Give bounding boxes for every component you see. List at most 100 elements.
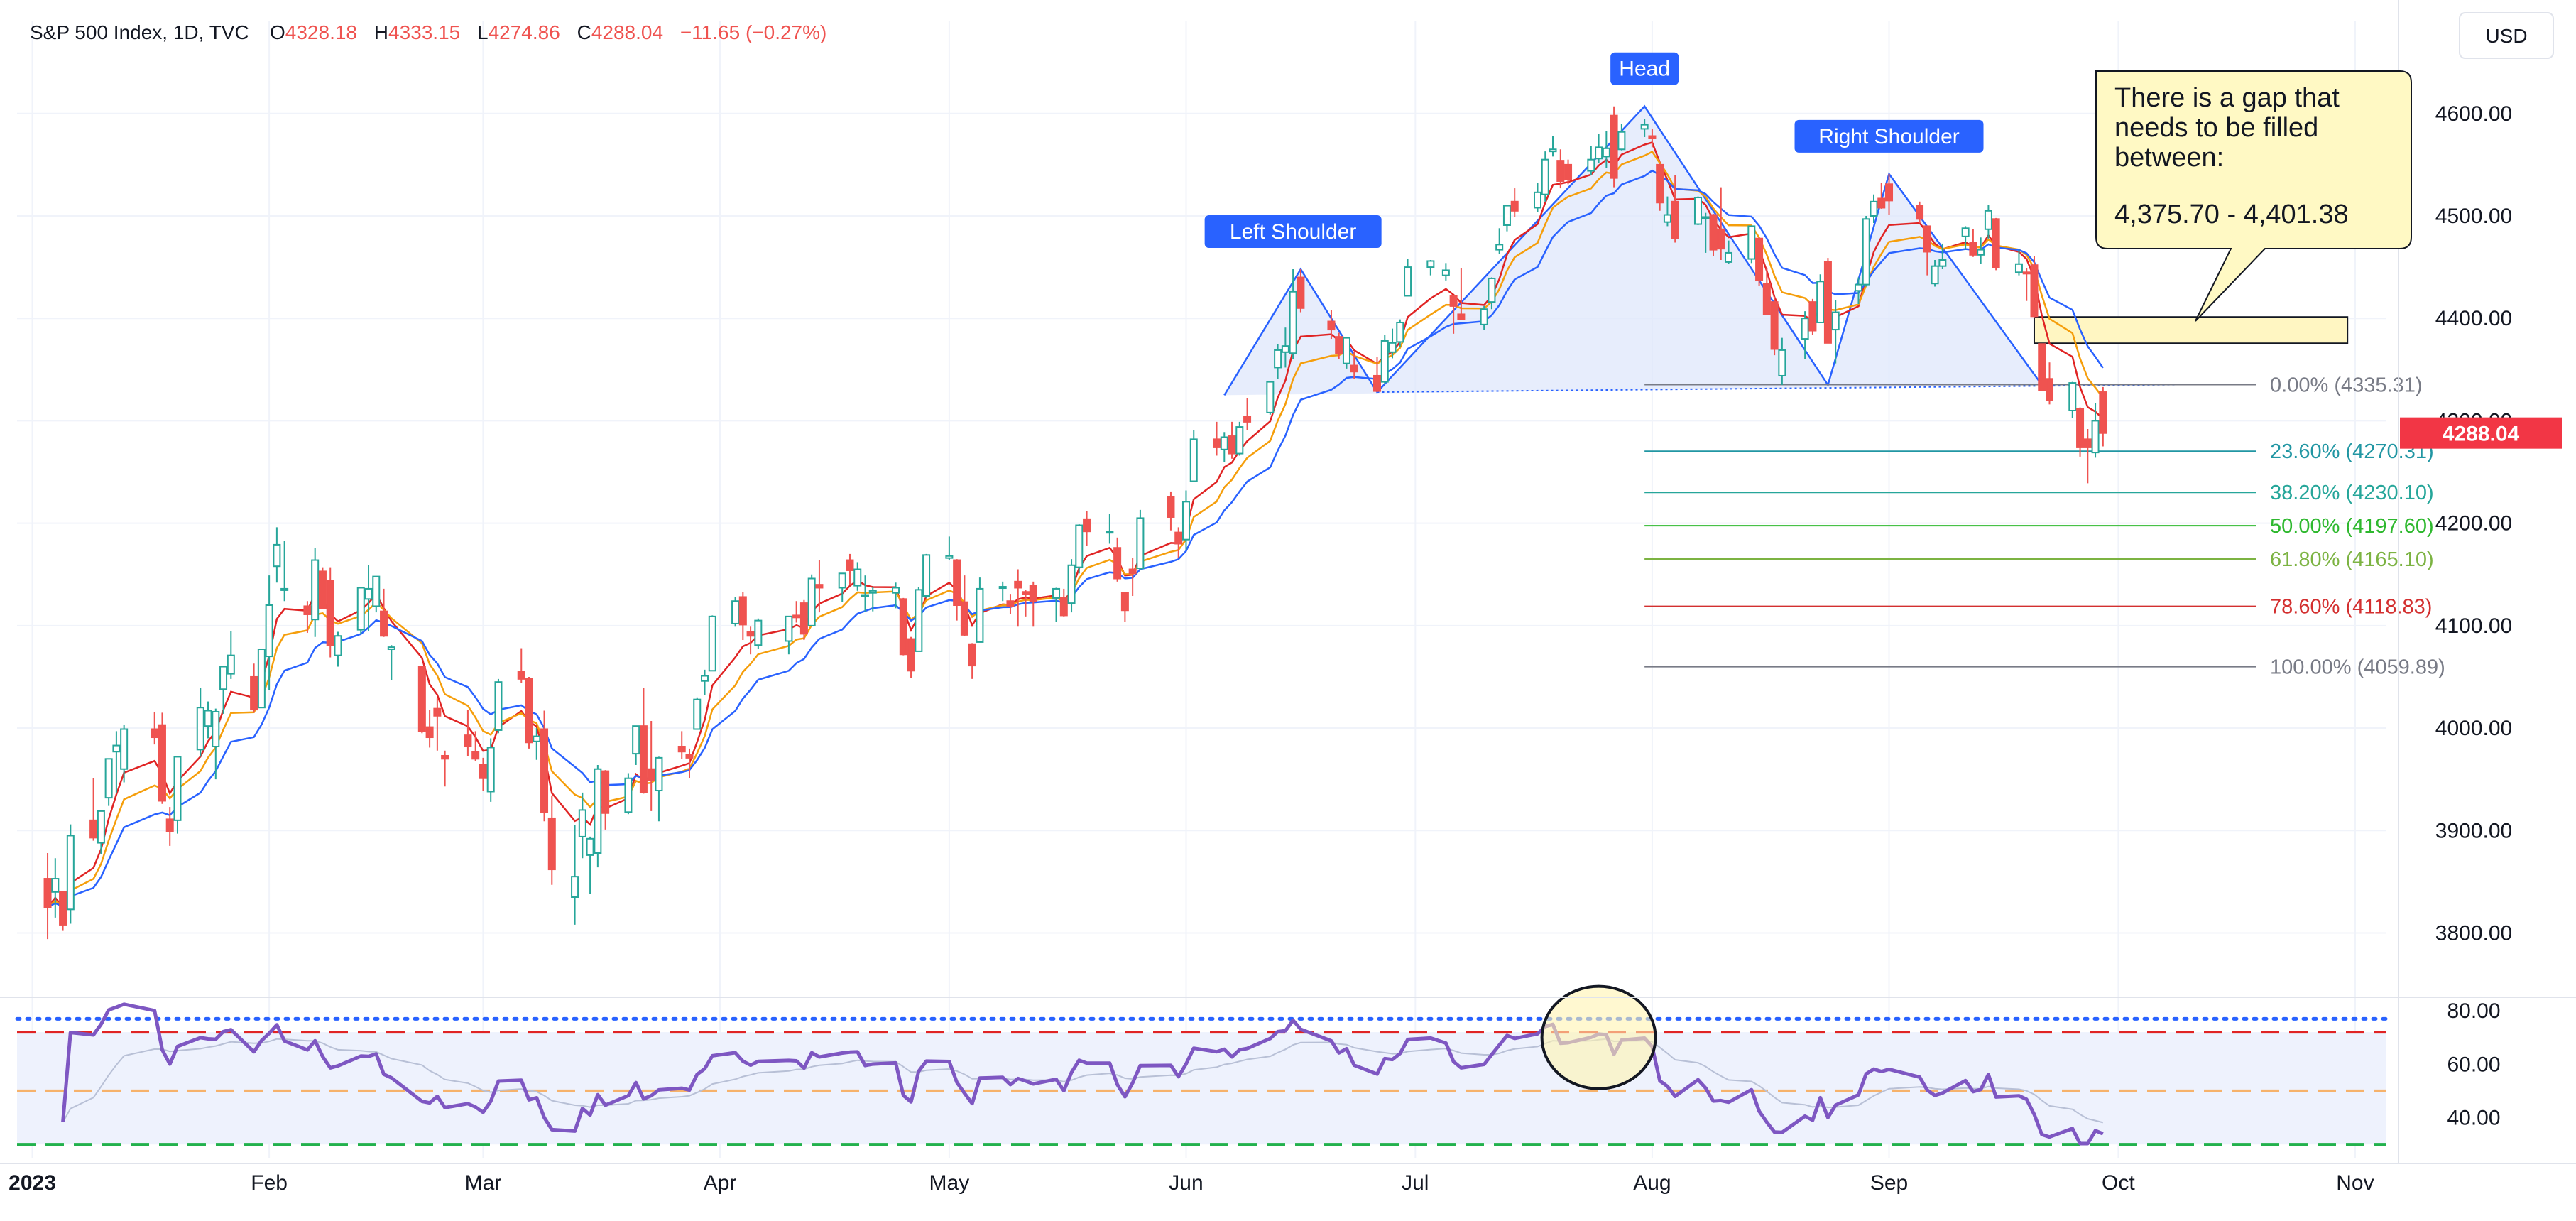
candle-body (59, 891, 67, 926)
candle (59, 891, 67, 931)
rsi-tick-label: 80.00 (2447, 999, 2500, 1023)
candle-body (1992, 218, 2000, 268)
candle-body (1181, 501, 1190, 541)
last-price-tag (2400, 417, 2562, 449)
candle-body (1128, 568, 1137, 575)
candle (632, 725, 640, 765)
candle (586, 836, 594, 894)
candle-body (1610, 114, 1618, 179)
candle-body (953, 559, 961, 606)
candle (1961, 226, 1970, 250)
candle-body (1350, 364, 1358, 373)
candle (738, 592, 747, 641)
x-tick-label: Oct (2102, 1171, 2135, 1195)
candle (1014, 569, 1022, 627)
candle (1426, 260, 1435, 276)
candle (1335, 332, 1343, 359)
candle (1885, 173, 1894, 215)
candle-body (2099, 391, 2107, 434)
candle (1480, 305, 1488, 330)
candle-body (1174, 531, 1183, 545)
candle (693, 697, 702, 730)
candle-body (1854, 283, 1862, 292)
candle-body (494, 681, 503, 731)
candle-body (1549, 148, 1557, 153)
candle-body (1862, 218, 1870, 286)
candle (708, 615, 716, 672)
fib-level-label: 38.20% (4230.10) (2270, 482, 2434, 504)
candle (364, 565, 373, 631)
candle (1297, 268, 1305, 313)
candle (1671, 175, 1679, 243)
candle (1213, 421, 1221, 456)
candle-body (112, 744, 121, 753)
candle (173, 755, 182, 834)
candle-body (998, 586, 1007, 590)
candle-body (738, 596, 747, 626)
x-tick-label: Jun (1169, 1171, 1203, 1195)
candle-body (1808, 301, 1817, 332)
candle (1029, 581, 1037, 627)
candle-body (1617, 131, 1626, 151)
high-label: H (374, 21, 388, 43)
candle (425, 710, 434, 748)
candle-body (533, 735, 541, 742)
price-tick-label: 4000.00 (2435, 717, 2512, 740)
candle-body (1052, 587, 1061, 599)
x-tick-label: May (929, 1171, 970, 1195)
currency-label: USD (2485, 25, 2527, 47)
candle (846, 553, 854, 585)
price-tick-label: 4100.00 (2435, 614, 2512, 638)
candle (66, 824, 75, 924)
candle (1762, 268, 1771, 315)
candle (1701, 212, 1710, 253)
candle-body (1961, 227, 1970, 237)
candle-body (1136, 517, 1145, 570)
candle-body (212, 710, 220, 748)
candle (639, 688, 648, 794)
candle-body (899, 598, 907, 656)
x-tick-label: Mar (465, 1171, 502, 1195)
candle-body (1388, 342, 1397, 353)
candle (433, 698, 442, 751)
candle-body (1747, 225, 1756, 260)
candle (1808, 298, 1817, 335)
candle-body (1510, 200, 1519, 212)
candle (731, 597, 740, 627)
candle (1870, 194, 1878, 224)
candle (479, 757, 487, 791)
candle-body (594, 768, 602, 854)
candle (356, 587, 365, 634)
candle-body (280, 587, 289, 591)
candle-body (1243, 416, 1252, 423)
candle-body (1602, 147, 1610, 158)
candle (915, 587, 923, 652)
candle (227, 631, 235, 679)
candle (112, 731, 121, 793)
candle (1533, 183, 1541, 212)
annotation-callout[interactable]: There is a gap that needs to be filled b… (2095, 70, 2412, 322)
candle-body (2014, 263, 2023, 273)
candle-body (1778, 349, 1786, 376)
candle-body (425, 726, 434, 739)
last-price-label: 4288.04 (2443, 423, 2520, 446)
candle (1059, 588, 1068, 617)
candle-body (364, 587, 373, 600)
candle (578, 792, 586, 859)
candle (273, 527, 281, 583)
candle (601, 770, 610, 830)
candle-body (66, 835, 75, 911)
candle (417, 666, 426, 734)
candle-body (2030, 264, 2039, 318)
candle-body (1931, 265, 1939, 285)
candle-body (1671, 200, 1679, 239)
candle (1075, 524, 1084, 574)
candle (1274, 344, 1282, 379)
candle-body (1021, 591, 1030, 595)
candle-body (1587, 158, 1595, 172)
candle-body (2038, 343, 2046, 391)
currency-button[interactable] (2459, 12, 2554, 59)
candle (1067, 559, 1076, 613)
